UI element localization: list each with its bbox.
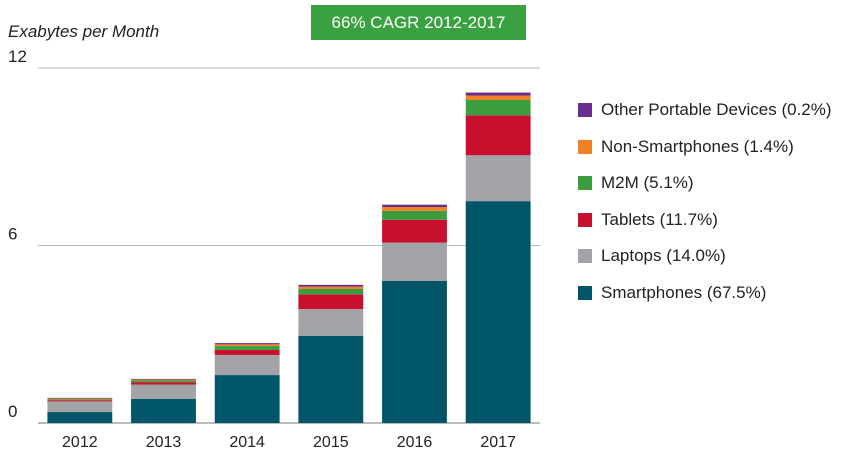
bar-2017-other-portable-devices xyxy=(465,92,531,96)
bar-2014-tablets xyxy=(214,349,280,355)
legend-item-tablets: Tablets (11.7%) xyxy=(578,202,832,239)
bar-2016-laptops xyxy=(382,242,447,281)
legend-item-smartphones: Smartphones (67.5%) xyxy=(578,275,832,312)
x-tick-label-2012: 2012 xyxy=(62,434,98,451)
legend-swatch-laptops xyxy=(578,249,592,264)
cagr-badge-background xyxy=(311,5,526,40)
bar-2013-tablets xyxy=(131,382,196,385)
y-tick-labels: 0 6 12 xyxy=(8,47,27,421)
bar-2014-smartphones xyxy=(214,375,280,423)
bar-stack-2013 xyxy=(131,378,196,423)
bar-stack-2015 xyxy=(298,284,364,423)
bar-2012-m2m xyxy=(47,399,113,401)
bar-2015-tablets xyxy=(298,294,364,310)
bar-2014-other-portable-devices xyxy=(214,343,280,345)
bar-2012-laptops xyxy=(47,401,113,413)
bar-2015-smartphones xyxy=(298,335,364,423)
legend-label-non-smartphones: Non-Smartphones (1.4%) xyxy=(601,136,794,156)
bar-2016-tablets xyxy=(382,219,447,243)
bars xyxy=(47,92,531,423)
legend-item-m2m: M2M (5.1%) xyxy=(578,165,832,202)
bar-2015-m2m xyxy=(298,288,364,295)
bar-2017-tablets xyxy=(465,115,531,156)
bar-2013-m2m xyxy=(131,380,196,383)
bar-2013-non-smartphones xyxy=(131,379,196,381)
bar-2014-m2m xyxy=(214,346,280,350)
bar-2015-laptops xyxy=(298,309,364,336)
gridlines xyxy=(38,67,540,424)
legend-label-laptops: Laptops (14.0%) xyxy=(601,246,726,266)
bar-2012-non-smartphones xyxy=(47,398,113,400)
legend-swatch-tablets xyxy=(578,212,592,227)
x-tick-label-2016: 2016 xyxy=(397,434,433,451)
bar-stack-2016 xyxy=(382,204,447,423)
bar-2017-m2m xyxy=(465,99,531,116)
cagr-badge-text: 66% CAGR 2012-2017 xyxy=(332,13,506,32)
bar-2015-non-smartphones xyxy=(298,286,364,289)
bar-2013-other-portable-devices xyxy=(131,378,196,380)
cagr-badge: 66% CAGR 2012-2017 xyxy=(311,5,526,40)
y-axis-label: Exabytes per Month xyxy=(8,22,159,41)
bar-2016-non-smartphones xyxy=(382,207,447,211)
bar-2015-other-portable-devices xyxy=(298,284,364,287)
bar-2016-m2m xyxy=(382,210,447,220)
bar-2017-smartphones xyxy=(465,201,531,423)
legend-swatch-smartphones xyxy=(578,285,592,300)
legend-label-tablets: Tablets (11.7%) xyxy=(601,209,718,229)
bar-stack-2012 xyxy=(47,397,113,423)
y-tick-label-12: 12 xyxy=(8,47,27,66)
legend-swatch-other-portable-devices xyxy=(578,103,592,118)
legend: Other Portable Devices (0.2%) Non-Smartph… xyxy=(578,92,832,311)
legend-swatch-m2m xyxy=(578,176,592,191)
x-tick-label-2017: 2017 xyxy=(480,434,516,451)
bar-2016-smartphones xyxy=(382,281,447,423)
legend-swatch-non-smartphones xyxy=(578,139,592,154)
x-tick-label-2013: 2013 xyxy=(146,434,182,451)
bar-2014-laptops xyxy=(214,354,280,376)
x-tick-label-2015: 2015 xyxy=(313,434,349,451)
x-tick-labels: 2012 2013 2014 2015 2016 2017 xyxy=(62,434,516,451)
bar-2012-smartphones xyxy=(47,412,113,423)
x-tick-label-2014: 2014 xyxy=(229,434,265,451)
bar-2017-non-smartphones xyxy=(465,95,531,100)
legend-label-other-portable-devices: Other Portable Devices (0.2%) xyxy=(601,100,832,120)
legend-item-laptops: Laptops (14.0%) xyxy=(578,238,832,275)
bar-stack-2014 xyxy=(214,343,280,423)
bar-2017-laptops xyxy=(465,155,531,202)
y-tick-label-6: 6 xyxy=(8,225,17,244)
bar-2012-tablets xyxy=(47,400,113,402)
legend-item-non-smartphones: Non-Smartphones (1.4%) xyxy=(578,129,832,166)
bar-2012-other-portable-devices xyxy=(47,397,113,399)
bar-2014-non-smartphones xyxy=(214,344,280,347)
legend-label-smartphones: Smartphones (67.5%) xyxy=(601,282,767,302)
bar-2013-smartphones xyxy=(131,398,196,423)
bar-stack-2017 xyxy=(465,92,531,423)
bar-2016-other-portable-devices xyxy=(382,204,447,208)
legend-label-m2m: M2M (5.1%) xyxy=(601,173,694,193)
y-tick-label-0: 0 xyxy=(8,402,17,421)
bar-2013-laptops xyxy=(131,384,196,399)
legend-item-other-portable-devices: Other Portable Devices (0.2%) xyxy=(578,92,832,129)
